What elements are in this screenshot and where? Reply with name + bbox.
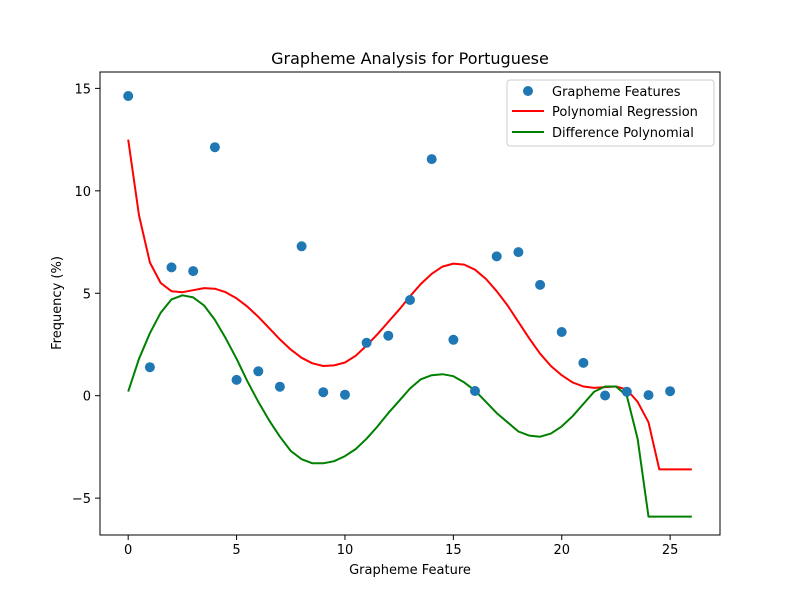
- y-axis: −5 0 5 10 15: [72, 82, 100, 507]
- x-tick-label: 20: [553, 543, 570, 558]
- data-point: [405, 295, 415, 305]
- data-point: [535, 279, 546, 290]
- data-point: [448, 334, 459, 345]
- y-tick-label: −5: [72, 492, 91, 507]
- x-axis-label: Grapheme Feature: [349, 563, 471, 578]
- data-point: [209, 142, 220, 153]
- data-point: [426, 154, 437, 165]
- data-point: [340, 389, 350, 400]
- series-layer: [123, 91, 692, 518]
- data-point: [513, 247, 524, 258]
- data-point: [231, 374, 242, 385]
- data-point: [383, 330, 394, 341]
- x-tick-label: 15: [445, 543, 462, 558]
- data-point: [188, 266, 199, 277]
- legend-box: [506, 79, 715, 147]
- data-point: [578, 357, 589, 368]
- x-tick-label: 10: [337, 543, 354, 558]
- legend-label-difference: Difference Polynomial: [552, 126, 694, 141]
- data-point: [470, 386, 480, 396]
- data-point: [296, 241, 307, 252]
- data-point: [123, 91, 134, 101]
- y-tick-label: 0: [83, 390, 91, 405]
- data-point: [600, 390, 611, 401]
- data-point: [166, 262, 177, 273]
- data-point: [274, 381, 285, 392]
- data-point: [361, 337, 372, 348]
- x-tick-label: 5: [232, 543, 240, 558]
- data-point: [665, 386, 676, 397]
- x-tick-label: 0: [124, 543, 132, 558]
- y-tick-label: 5: [83, 287, 91, 302]
- data-point: [144, 362, 155, 373]
- y-tick-label: 10: [74, 185, 91, 200]
- plot-frame: [99, 71, 721, 536]
- data-point: [643, 390, 654, 401]
- legend-label-regression: Polynomial Regression: [552, 105, 698, 120]
- x-tick-label: 25: [662, 543, 679, 558]
- data-point: [556, 327, 567, 337]
- y-axis-label: Frequency (%): [50, 256, 65, 350]
- data-point: [491, 251, 502, 262]
- legend-label-points: Grapheme Features: [552, 85, 681, 100]
- data-point: [318, 387, 329, 398]
- series-line-difference-polynomial: [127, 294, 692, 518]
- data-point: [253, 366, 264, 377]
- y-tick-label: 15: [74, 82, 91, 97]
- x-axis: 0 5 10 15 20 25: [124, 535, 678, 558]
- legend: Grapheme Features Polynomial Regression …: [506, 79, 715, 147]
- data-point: [621, 386, 632, 397]
- chart-title: Grapheme Analysis for Portuguese: [271, 49, 549, 68]
- legend-marker-points: [523, 86, 533, 96]
